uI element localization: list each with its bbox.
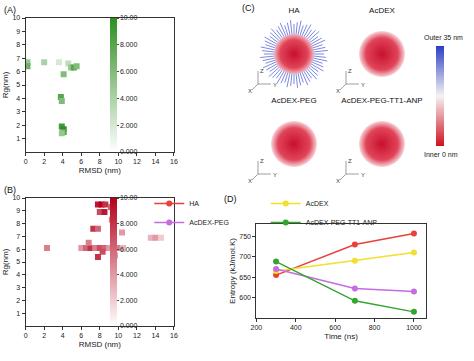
svg-text:3: 3 <box>16 284 20 291</box>
svg-text:2.000: 2.000 <box>120 122 138 129</box>
svg-text:1: 1 <box>16 310 20 317</box>
svg-text:Y: Y <box>273 82 277 88</box>
svg-text:0.000: 0.000 <box>120 322 138 329</box>
svg-text:6.000: 6.000 <box>120 246 138 253</box>
svg-text:10.00: 10.00 <box>120 14 138 21</box>
svg-text:8: 8 <box>98 158 102 165</box>
svg-text:0.000: 0.000 <box>120 148 138 155</box>
svg-text:800: 800 <box>369 324 381 331</box>
svg-text:400: 400 <box>290 324 302 331</box>
svg-text:2: 2 <box>42 158 46 165</box>
svg-text:(A): (A) <box>4 5 16 15</box>
svg-text:750: 750 <box>239 233 251 240</box>
svg-text:700: 700 <box>239 253 251 260</box>
svg-text:8: 8 <box>16 220 20 227</box>
svg-text:2.000: 2.000 <box>120 297 138 304</box>
svg-text:Y: Y <box>273 172 277 178</box>
svg-text:Rg(nm): Rg(nm) <box>1 248 10 275</box>
svg-text:10: 10 <box>114 158 122 165</box>
svg-text:X: X <box>248 88 252 94</box>
svg-text:600: 600 <box>329 324 341 331</box>
svg-text:4: 4 <box>61 158 65 165</box>
svg-text:AcDEX-PEG-TT1-ANP: AcDEX-PEG-TT1-ANP <box>341 96 422 105</box>
svg-text:AcDEX: AcDEX <box>306 200 329 207</box>
svg-text:7: 7 <box>16 233 20 240</box>
svg-text:4: 4 <box>61 332 65 339</box>
svg-text:0: 0 <box>24 158 28 165</box>
svg-text:Time (ns): Time (ns) <box>324 332 358 341</box>
svg-text:X: X <box>336 88 340 94</box>
svg-text:9: 9 <box>16 207 20 214</box>
svg-text:8.000: 8.000 <box>120 41 138 48</box>
svg-text:16: 16 <box>170 158 178 165</box>
svg-text:8.000: 8.000 <box>120 220 138 227</box>
svg-text:8: 8 <box>16 41 20 48</box>
svg-text:6: 6 <box>16 68 20 75</box>
svg-text:8: 8 <box>98 332 102 339</box>
svg-text:12: 12 <box>133 158 141 165</box>
svg-text:7: 7 <box>16 55 20 62</box>
svg-text:(C): (C) <box>242 3 255 13</box>
svg-text:Z: Z <box>348 158 352 164</box>
svg-text:0: 0 <box>24 332 28 339</box>
svg-text:Z: Z <box>260 158 264 164</box>
svg-text:1000: 1000 <box>406 324 422 331</box>
svg-text:1: 1 <box>16 135 20 142</box>
svg-text:AcDEX-PEG-TT1-ANP: AcDEX-PEG-TT1-ANP <box>306 219 378 226</box>
svg-text:6: 6 <box>79 158 83 165</box>
svg-text:12: 12 <box>133 332 141 339</box>
svg-text:200: 200 <box>251 324 263 331</box>
svg-text:2: 2 <box>16 122 20 129</box>
svg-text:Z: Z <box>348 68 352 74</box>
svg-text:650: 650 <box>239 274 251 281</box>
svg-text:10: 10 <box>114 332 122 339</box>
svg-text:3: 3 <box>16 108 20 115</box>
svg-text:14: 14 <box>152 332 160 339</box>
svg-text:HA: HA <box>189 200 199 207</box>
svg-text:10.00: 10.00 <box>120 194 138 201</box>
svg-text:RMSD (nm): RMSD (nm) <box>79 166 122 175</box>
svg-text:HA: HA <box>288 6 300 15</box>
svg-text:Rg(nm): Rg(nm) <box>1 71 10 98</box>
svg-text:X: X <box>248 178 252 184</box>
svg-text:Y: Y <box>361 172 365 178</box>
svg-text:Z: Z <box>260 68 264 74</box>
svg-text:X: X <box>336 178 340 184</box>
svg-text:Entropy (kJ/mol.K): Entropy (kJ/mol.K) <box>228 238 237 304</box>
svg-text:(D): (D) <box>224 194 237 204</box>
svg-text:AcDEX-PEG: AcDEX-PEG <box>271 96 316 105</box>
svg-text:4: 4 <box>16 95 20 102</box>
svg-text:(B): (B) <box>4 185 16 195</box>
svg-text:6: 6 <box>79 332 83 339</box>
svg-text:Y: Y <box>361 82 365 88</box>
svg-text:14: 14 <box>152 158 160 165</box>
svg-text:9: 9 <box>16 28 20 35</box>
svg-text:5: 5 <box>16 258 20 265</box>
svg-text:6: 6 <box>16 246 20 253</box>
svg-text:2: 2 <box>42 332 46 339</box>
svg-text:4: 4 <box>16 271 20 278</box>
svg-text:AcDEX-PEG: AcDEX-PEG <box>189 219 229 226</box>
svg-text:4.000: 4.000 <box>120 271 138 278</box>
svg-text:600: 600 <box>239 294 251 301</box>
svg-text:AcDEX: AcDEX <box>369 6 395 15</box>
svg-text:10: 10 <box>12 194 20 201</box>
svg-text:16: 16 <box>170 332 178 339</box>
svg-text:5: 5 <box>16 81 20 88</box>
svg-text:4.000: 4.000 <box>120 95 138 102</box>
svg-text:10: 10 <box>12 14 20 21</box>
svg-text:6.000: 6.000 <box>120 68 138 75</box>
svg-text:RMSD (nm): RMSD (nm) <box>79 340 122 349</box>
svg-text:2: 2 <box>16 297 20 304</box>
svg-text:Outer 35 nm: Outer 35 nm <box>424 34 463 41</box>
svg-text:Inner 0 nm: Inner 0 nm <box>424 151 458 158</box>
